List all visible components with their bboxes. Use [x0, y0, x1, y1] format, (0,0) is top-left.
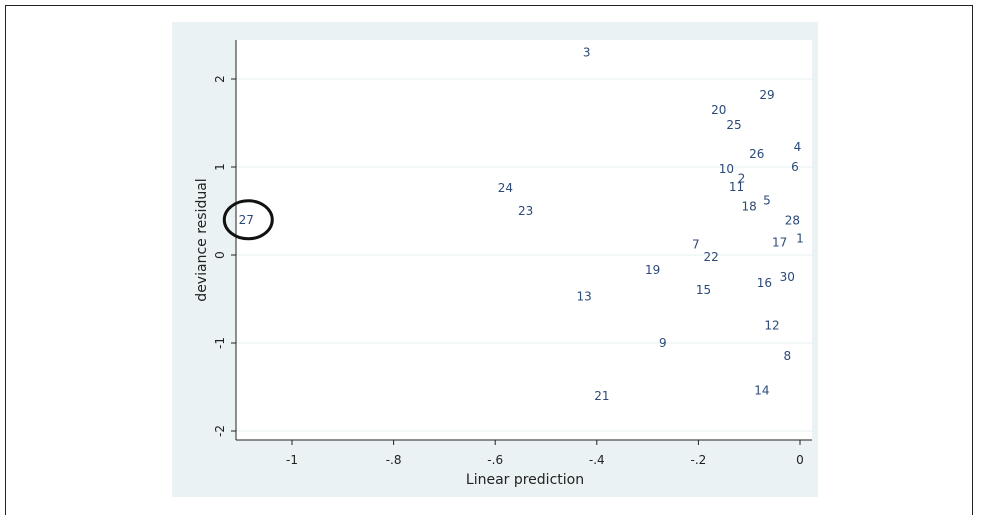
data-point-label: 29: [759, 88, 774, 102]
data-point-label: 2: [738, 171, 746, 185]
gridlines: [236, 78, 812, 432]
data-point-label: 10: [719, 162, 734, 176]
data-point-label: 11: [729, 180, 744, 194]
data-point-label: 8: [783, 349, 791, 363]
x-tick-label: -1: [286, 453, 298, 467]
data-point-label: 12: [764, 318, 779, 332]
x-axis-title: Linear prediction: [466, 472, 584, 488]
data-point-label: 3: [583, 46, 591, 60]
data-point-label: 13: [576, 289, 591, 303]
y-tick-label: -1: [213, 337, 227, 349]
data-point-label: 25: [726, 118, 741, 132]
y-axis-title: deviance residual: [194, 178, 210, 301]
data-point-label: 4: [794, 140, 802, 154]
data-point-label: 15: [696, 283, 711, 297]
data-point-label: 24: [498, 181, 513, 195]
data-point-label: 5: [763, 193, 771, 207]
x-ticks: -1 -.8 -.6 -.4 -.2 0: [286, 440, 804, 467]
y-tick-label: 1: [213, 163, 227, 171]
data-point-label: 16: [757, 276, 772, 290]
plot-area: [236, 40, 812, 440]
data-point-label: 18: [742, 200, 757, 214]
data-point-label: 17: [772, 236, 787, 250]
data-point-label: 6: [791, 160, 799, 174]
x-tick-label: 0: [796, 453, 804, 467]
data-point-label: 30: [780, 270, 795, 284]
highlight-circle: [222, 199, 274, 241]
data-point-label: 14: [754, 384, 769, 398]
x-tick-label: -.6: [487, 453, 503, 467]
data-point-label: 28: [785, 214, 800, 228]
y-tick-label: 2: [213, 75, 227, 83]
data-point-label: 22: [703, 250, 718, 264]
x-tick-label: -.8: [386, 453, 402, 467]
data-point-label: 27: [239, 213, 254, 227]
data-point-label: 20: [711, 103, 726, 117]
x-tick-label: -.2: [691, 453, 707, 467]
x-tick-label: -.4: [589, 453, 605, 467]
y-ticks: -2 -1 0 1 2: [213, 75, 236, 437]
data-point-label: 23: [518, 204, 533, 218]
data-point-label: 1: [796, 231, 804, 245]
data-point-label: 19: [645, 263, 660, 277]
y-tick-label: -2: [213, 425, 227, 437]
data-point-label: 26: [749, 147, 764, 161]
data-point-label: 21: [594, 389, 609, 403]
data-point-label: 9: [659, 336, 667, 350]
data-point-label: 7: [692, 237, 700, 251]
y-tick-label: 0: [213, 251, 227, 259]
figure-frame: [5, 5, 973, 515]
